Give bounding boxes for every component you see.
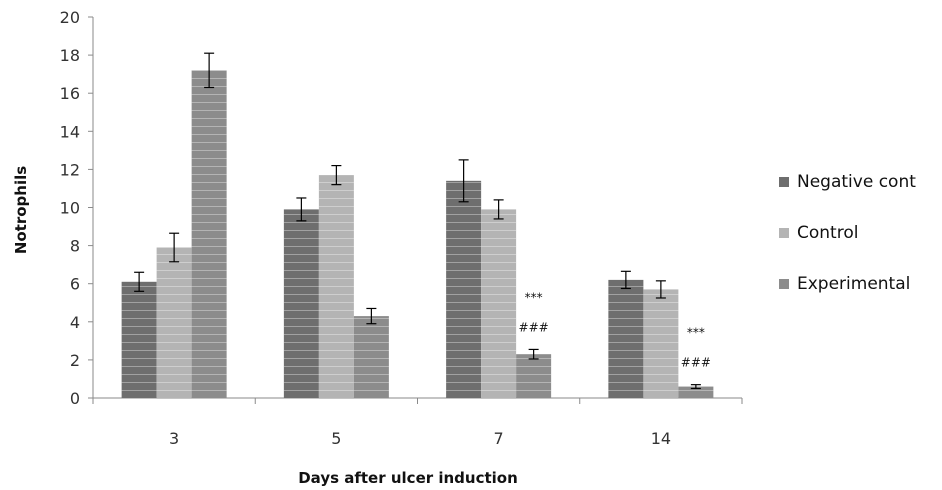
bar-texture [678, 386, 714, 398]
x-tick-label: 3 [169, 429, 179, 448]
y-tick-label: 16 [60, 84, 80, 103]
bar-texture [481, 209, 517, 398]
y-tick-label: 20 [60, 8, 80, 27]
y-tick-label: 6 [70, 275, 80, 294]
y-tick-label: 2 [70, 351, 80, 370]
bar-texture [156, 247, 192, 398]
y-tick-label: 18 [60, 46, 80, 65]
bar-texture [121, 281, 157, 398]
legend-label: Control [797, 223, 858, 243]
bar-texture [191, 70, 227, 398]
bar-texture [283, 209, 319, 398]
y-tick-label: 8 [70, 237, 80, 256]
legend-swatch [779, 228, 789, 238]
significance-marker: *** [687, 326, 705, 340]
y-axis-title: Notrophils [12, 166, 30, 254]
legend-swatch [779, 177, 789, 187]
x-tick-label: 7 [494, 429, 504, 448]
y-tick-label: 10 [60, 199, 80, 218]
x-tick-label: 14 [651, 429, 671, 448]
bar-texture [318, 175, 354, 398]
y-tick-label: 0 [70, 389, 80, 408]
bar-texture [643, 289, 679, 398]
y-tick-label: 4 [70, 313, 80, 332]
y-tick-label: 14 [60, 122, 80, 141]
significance-marker: ### [519, 320, 549, 334]
bar-texture [516, 354, 552, 398]
significance-marker: ### [681, 356, 711, 370]
x-axis-title: Days after ulcer induction [298, 469, 518, 487]
bar-texture [608, 279, 644, 398]
significance-marker: *** [525, 290, 543, 304]
legend-swatch [779, 279, 789, 289]
legend-label: Experimental [797, 274, 910, 294]
plot-area: 0 2 4 6 8 10 12 14 16 18 20 3 5 7 14 *** ### *** ### [60, 8, 743, 448]
x-tick-label: 5 [331, 429, 341, 448]
bar-texture [446, 180, 482, 398]
y-tick-label: 12 [60, 160, 80, 179]
bar-texture [353, 316, 389, 398]
legend-label: Negative cont [797, 172, 916, 192]
legend: Negative cont Control Experimental [779, 172, 916, 294]
